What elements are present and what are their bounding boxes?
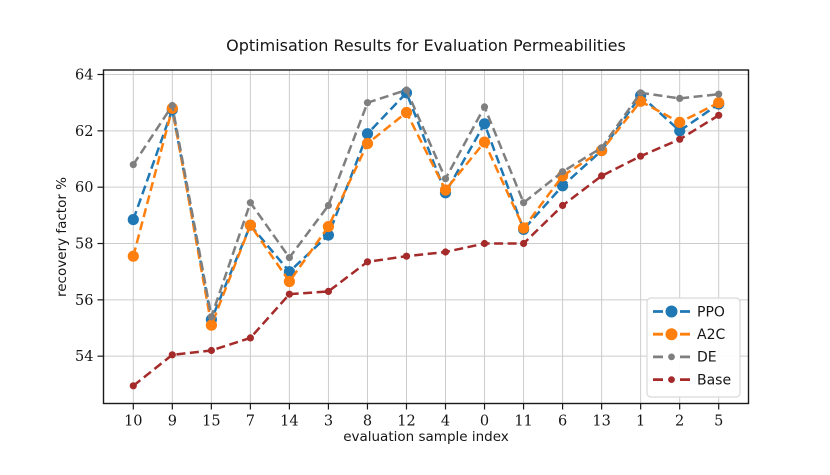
data-point-de [324,201,332,210]
data-point-base [129,382,137,390]
x-tick-label: 5 [714,414,723,430]
data-point-de [168,101,176,110]
x-tick-label: 1 [636,414,645,430]
data-point-de [363,99,372,107]
legend-label-base: Base [697,372,731,388]
data-point-de [637,89,645,97]
legend-marker-base [668,376,675,383]
data-point-base [207,346,215,355]
data-point-base [676,135,684,143]
x-tick-label: 2 [675,414,684,430]
x-tick-label: 14 [280,414,298,430]
data-point-ppo [127,214,139,226]
legend-label-a2c: A2C [697,327,725,343]
legend-marker-de [668,353,675,361]
data-point-de [402,86,411,94]
data-point-base [441,248,450,256]
data-point-ppo [478,118,491,130]
data-point-a2c [713,97,725,109]
x-tick-label: 7 [246,414,255,430]
y-tick-label: 54 [75,349,93,365]
data-point-a2c [127,250,139,262]
data-point-base [246,334,254,342]
legend-box [646,297,741,398]
data-point-ppo [674,125,686,137]
x-tick-label: 13 [592,414,610,430]
data-point-a2c [361,137,374,150]
chart-title: Optimisation Results for Evaluation Perm… [226,36,626,55]
series-line-a2c [132,99,720,330]
x-tick-label: 4 [441,414,450,430]
data-point-de [598,144,606,152]
data-point-a2c [283,275,295,288]
data-point-base [402,252,411,260]
y-tick-label: 56 [75,293,93,309]
data-point-de [285,254,293,262]
series-line-ppo [132,90,720,324]
x-tick-label: 6 [558,414,567,430]
x-tick-label: 3 [324,414,333,430]
data-point-a2c [205,319,217,331]
data-point-a2c [478,136,491,148]
data-point-base [285,290,293,298]
data-point-base [559,201,567,210]
legend-label-ppo: PPO [697,304,725,320]
x-tick-label: 10 [124,414,142,430]
x-tick-label: 15 [202,414,220,430]
y-tick-label: 62 [75,124,93,140]
data-point-base [715,111,723,119]
data-point-de [207,313,215,321]
data-point-base [637,152,645,160]
data-point-de [441,175,450,183]
data-point-ppo [283,266,295,278]
data-point-a2c [518,222,530,234]
data-point-base [598,172,606,180]
x-tick-label: 12 [397,414,415,430]
y-tick-label: 60 [75,180,93,196]
data-point-base [168,351,176,359]
data-point-de [676,94,684,102]
data-point-de [246,199,254,207]
axes-frame [102,69,750,405]
y-tick-label: 64 [75,68,93,84]
series-line-de [132,88,719,322]
y-tick-label: 58 [75,237,93,253]
data-point-base [363,258,372,266]
data-point-a2c [439,184,452,196]
x-tick-label: 0 [480,414,489,430]
x-tick-label: 8 [363,414,372,430]
data-point-de [520,199,528,207]
data-point-a2c [400,106,413,119]
data-point-a2c [322,221,334,233]
data-point-base [324,287,332,295]
x-tick-label: 9 [168,414,177,430]
data-point-ppo [557,180,569,192]
data-point-ppo [361,128,374,140]
legend-marker-a2c [665,328,678,341]
data-point-de [129,161,137,169]
data-point-base [480,239,489,248]
data-point-de [559,168,567,176]
data-point-base [520,239,528,248]
series-line-base [132,114,720,387]
data-point-a2c [674,116,686,128]
legend-marker-ppo [665,305,678,318]
data-point-a2c [244,219,256,231]
legend-label-de: DE [697,350,717,366]
data-point-de [715,90,723,98]
data-point-de [480,103,489,111]
x-tick-label: 11 [514,414,532,430]
x-axis-label: evaluation sample index [343,429,509,445]
